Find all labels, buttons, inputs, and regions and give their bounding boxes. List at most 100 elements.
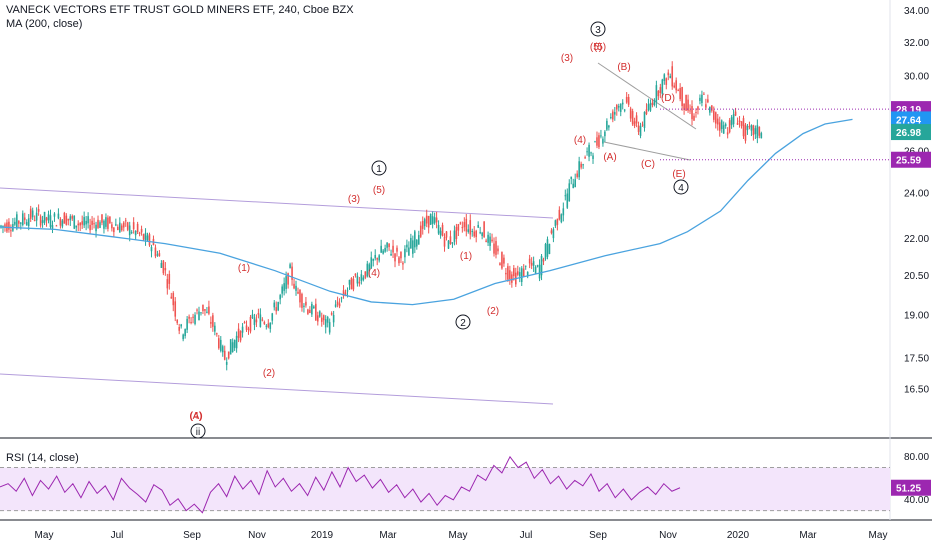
wave-label: (D) — [661, 93, 675, 104]
candle-body — [701, 95, 703, 103]
candle-body — [109, 217, 111, 223]
candle-body — [335, 304, 337, 306]
x-tick-label: May — [35, 530, 54, 541]
candle-body — [644, 112, 646, 128]
candle-body — [749, 126, 751, 127]
candle-body — [192, 317, 194, 318]
wave-label: (A) — [189, 411, 202, 422]
candle-body — [222, 346, 224, 352]
candle-body — [323, 315, 325, 320]
candle-body — [390, 254, 392, 255]
rsi-y-tick-label: 40.00 — [904, 495, 929, 506]
candle-body — [545, 244, 547, 259]
candle-body — [250, 317, 252, 332]
candle-body — [137, 224, 139, 232]
candle-body — [671, 66, 673, 86]
candle-body — [430, 214, 432, 225]
candle-body — [400, 252, 402, 258]
channel-lower-line — [0, 374, 553, 404]
candle-body — [14, 222, 16, 225]
candle-body — [309, 310, 311, 313]
x-tick-label: Sep — [183, 530, 201, 541]
candle-body — [262, 320, 264, 321]
candle-body — [311, 304, 313, 314]
candle-body — [505, 273, 507, 274]
candle-body — [277, 302, 279, 310]
candle-body — [101, 214, 103, 222]
candle-body — [71, 216, 73, 219]
candle-body — [77, 224, 79, 226]
candle-body — [111, 224, 113, 228]
candle-body — [448, 241, 450, 249]
candle-body — [269, 323, 271, 329]
candle-body — [755, 128, 757, 134]
candle-body — [665, 78, 667, 85]
candle-body — [634, 121, 636, 126]
candle-body — [467, 229, 469, 232]
candle-body — [97, 220, 99, 228]
candle-body — [462, 227, 464, 228]
candle-body — [590, 152, 592, 153]
y-tick-label: 16.50 — [904, 384, 929, 395]
wave-label: (E) — [672, 169, 685, 180]
candle-body — [230, 339, 232, 354]
candle-body — [507, 266, 509, 279]
candle-body — [22, 213, 24, 225]
wave-label: (2) — [487, 306, 499, 317]
candle-body — [632, 111, 634, 124]
candle-body — [30, 209, 32, 219]
candle-body — [376, 258, 378, 260]
candle-body — [337, 302, 339, 305]
candle-body — [279, 295, 281, 299]
candle-body — [378, 255, 380, 260]
candle-body — [434, 217, 436, 223]
candle-body — [418, 235, 420, 244]
candle-body — [570, 177, 572, 179]
candle-body — [408, 247, 410, 255]
candle-body — [618, 106, 620, 108]
candle-body — [539, 265, 541, 279]
candle-body — [256, 319, 258, 322]
candle-body — [656, 85, 658, 101]
candle-body — [155, 248, 157, 257]
last-price-label: 26.98 — [896, 128, 921, 139]
x-tick-label: Jul — [111, 530, 124, 541]
candle-body — [737, 123, 739, 125]
candle-body — [739, 121, 741, 123]
candle-body — [551, 230, 553, 233]
candle-body — [363, 278, 365, 280]
candle-body — [497, 248, 499, 251]
candle-body — [129, 226, 131, 236]
candle-body — [612, 112, 614, 120]
candle-body — [20, 223, 22, 224]
candle-body — [563, 208, 565, 215]
y-tick-label: 20.50 — [904, 271, 929, 282]
candle-body — [576, 174, 578, 177]
candle-body — [194, 315, 196, 324]
candle-body — [667, 73, 669, 76]
candle-body — [176, 320, 178, 323]
candle-body — [224, 351, 226, 360]
wave-label: (B) — [617, 62, 630, 73]
candle-body — [105, 217, 107, 227]
candle-body — [638, 125, 640, 132]
candle-body — [642, 125, 644, 126]
candle-body — [123, 223, 125, 228]
candle-body — [75, 226, 77, 228]
wave-label: (4) — [574, 135, 586, 146]
candle-body — [523, 269, 525, 277]
candle-body — [246, 325, 248, 329]
candle-body — [753, 125, 755, 135]
candle-body — [402, 263, 404, 265]
wave-label: (2) — [263, 368, 275, 379]
candle-body — [145, 233, 147, 240]
candle-body — [325, 319, 327, 327]
candle-body — [349, 280, 351, 285]
candle-body — [610, 117, 612, 118]
candle-body — [735, 112, 737, 116]
candle-body — [519, 272, 521, 276]
candle-body — [204, 309, 206, 311]
candle-body — [406, 245, 408, 248]
candle-body — [723, 125, 725, 133]
